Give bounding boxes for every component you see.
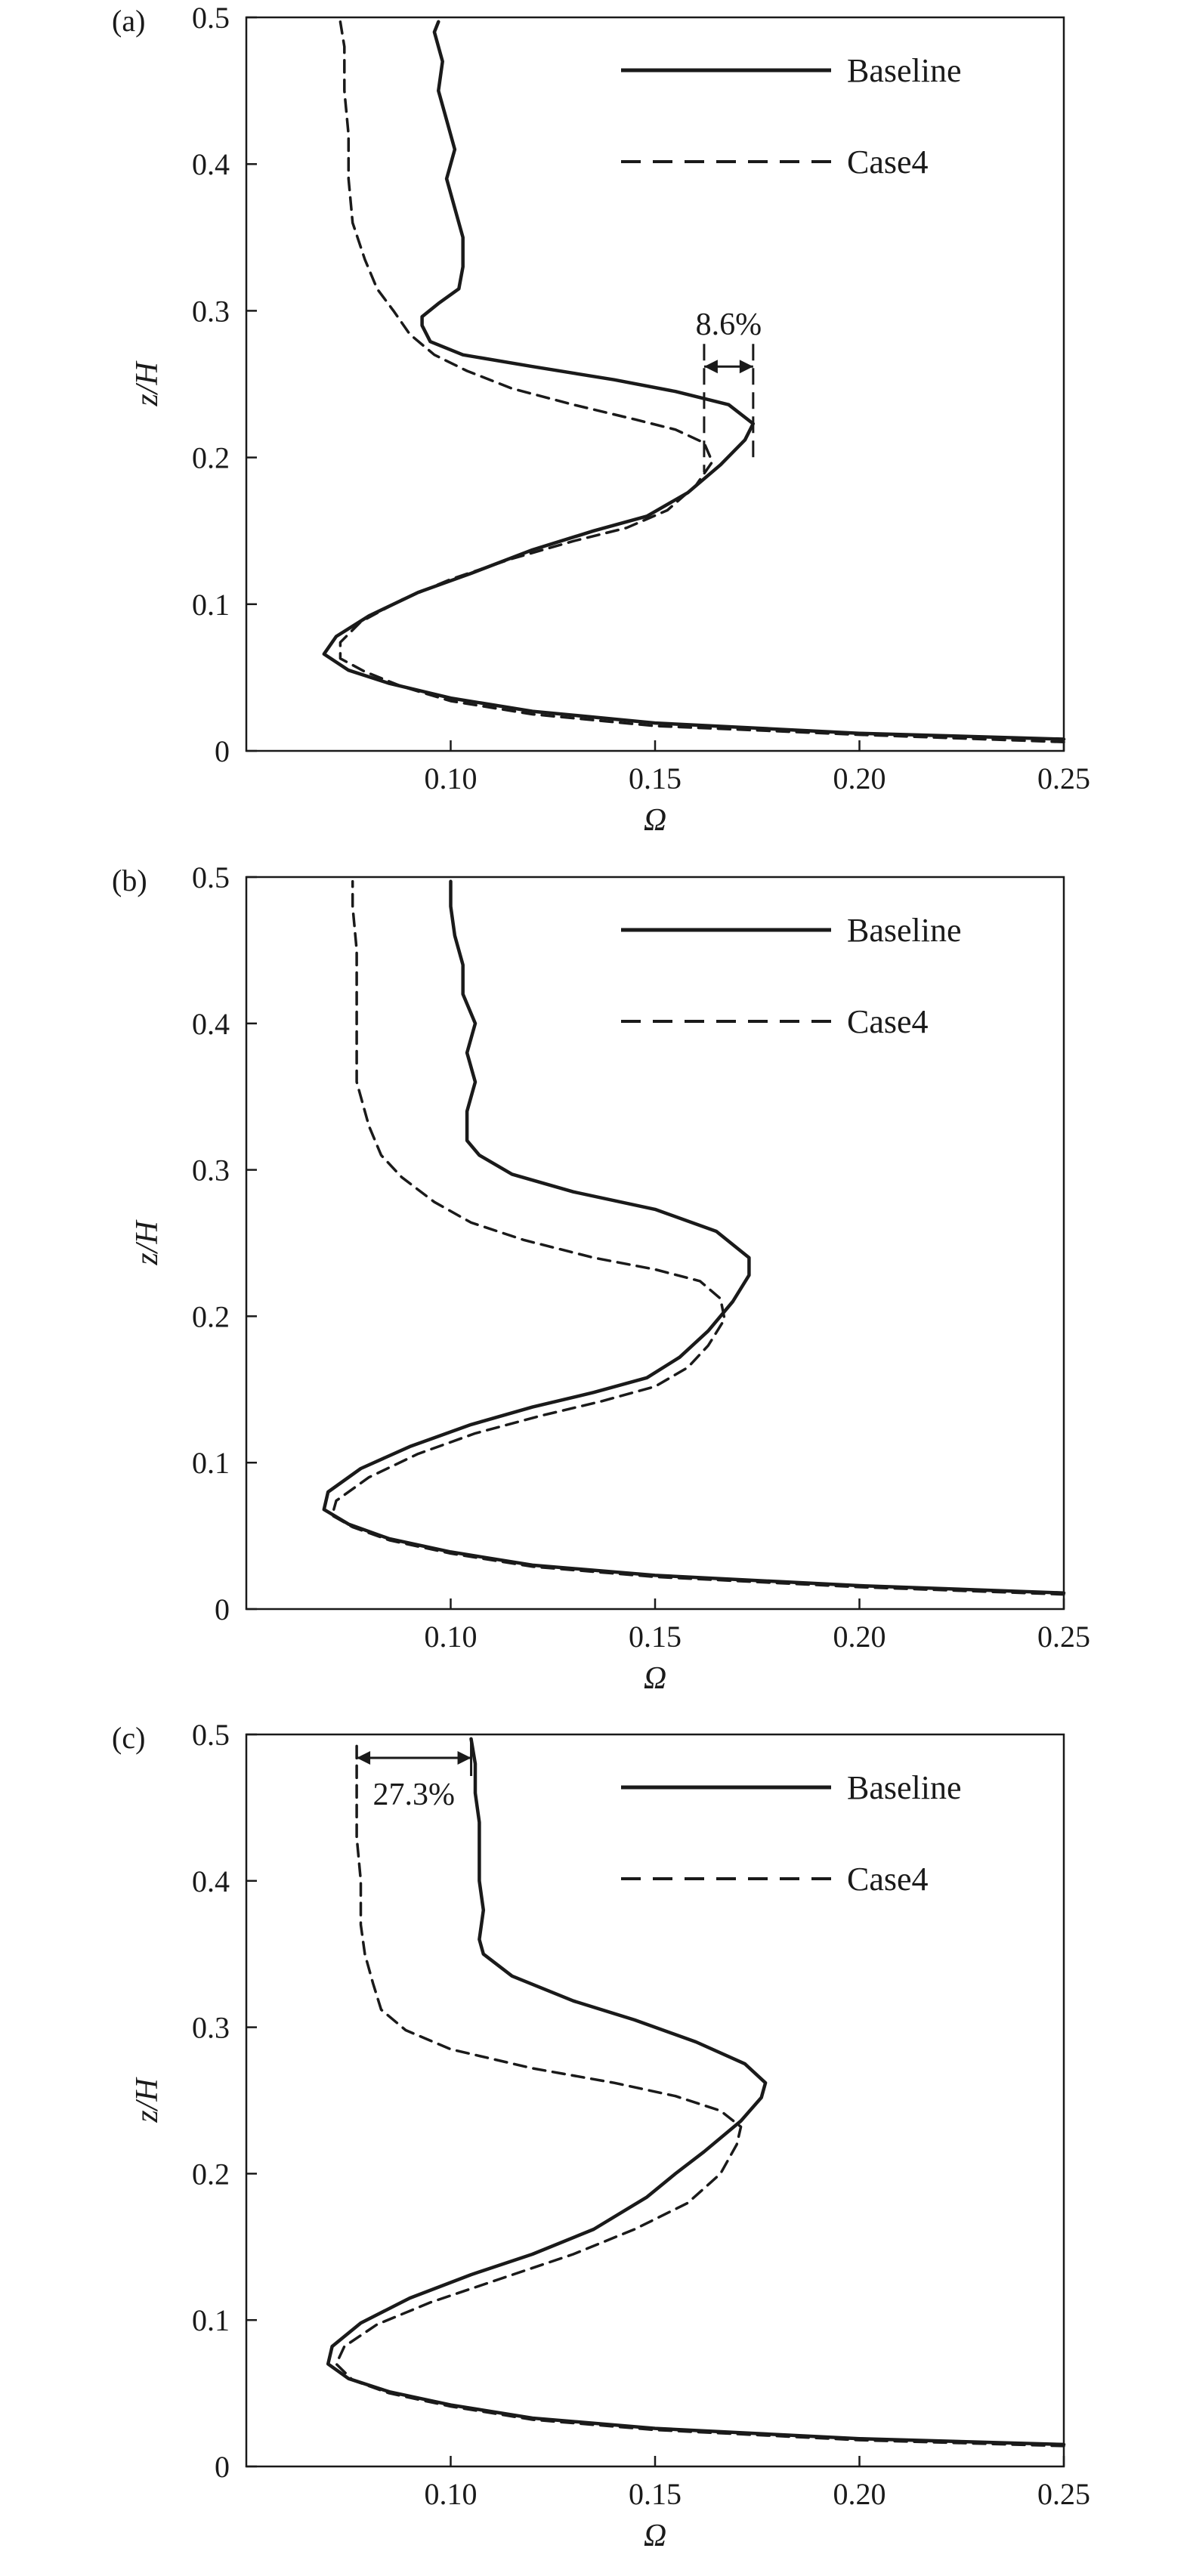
chart-panel: 0.10 0.15 0.20 0.25 0 0.1 0.2 0.3 0.4 0.5 Ωz/H (c) B…	[112, 1718, 1090, 2553]
y-tick-label: 0.3	[192, 2011, 230, 2045]
x-tick-label: 0.10	[425, 1620, 478, 1654]
series-line-case4	[330, 880, 1065, 1596]
annotation-arrowhead	[703, 360, 718, 374]
y-axis-title: z/H	[130, 1219, 165, 1266]
legend-label: Baseline	[847, 1769, 962, 1806]
x-tick-label: 0.25	[1037, 1620, 1090, 1654]
series-line-case4	[335, 1737, 1065, 2448]
y-tick-label: 0.2	[192, 1299, 230, 1333]
y-tick-label: 0.3	[192, 1154, 230, 1188]
x-tick-label: 0.25	[1037, 761, 1090, 795]
series-line-case4	[338, 20, 1065, 744]
chart-panel: 0.10 0.15 0.20 0.25 0 0.1 0.2 0.3 0.4 0.5 Ωz/H (a) B…	[112, 1, 1090, 838]
annotation-arrowhead	[457, 1751, 471, 1765]
x-tick-label: 0.10	[425, 761, 478, 795]
y-tick-label: 0.4	[192, 1864, 230, 1898]
plot-frame	[245, 876, 1065, 1611]
y-tick-label: 0.4	[192, 147, 230, 181]
x-tick-label: 0.25	[1037, 2477, 1090, 2511]
series-line-baseline	[322, 20, 1066, 741]
plot-frame	[245, 16, 1065, 752]
y-tick-label: 0.2	[192, 441, 230, 475]
x-tick-label: 0.20	[833, 1620, 886, 1654]
annotation-arrowhead	[357, 1751, 371, 1765]
legend-label: Baseline	[847, 912, 962, 949]
legend-label: Case4	[847, 144, 929, 181]
annotation: 8.6%	[696, 307, 762, 473]
y-tick-label: 0	[215, 2450, 230, 2484]
y-tick-label: 0.2	[192, 2157, 230, 2191]
y-tick-label: 0.3	[192, 294, 230, 328]
y-tick-label: 0.1	[192, 588, 230, 622]
panel-label: (b)	[112, 863, 147, 897]
y-tick-label: 0.5	[192, 860, 230, 894]
panel-label: (c)	[112, 1721, 145, 1755]
legend-label: Case4	[847, 1003, 929, 1040]
y-axis-title: z/H	[130, 2077, 165, 2124]
chart-panel: 0.10 0.15 0.20 0.25 0 0.1 0.2 0.3 0.4 0.5 Ωz/H (b) B…	[112, 860, 1090, 1696]
x-tick-label: 0.10	[425, 2477, 478, 2511]
x-tick-label: 0.20	[833, 761, 886, 795]
plot-frame	[245, 1733, 1065, 2468]
y-tick-label: 0.5	[192, 1, 230, 35]
x-axis-title: Ω	[644, 2519, 666, 2553]
annotation-text: 8.6%	[696, 307, 762, 342]
x-tick-label: 0.15	[629, 2477, 682, 2511]
annotation: 27.3%	[357, 1740, 473, 1812]
legend-label: Baseline	[847, 52, 962, 89]
x-axis-title: Ω	[644, 803, 666, 838]
x-axis-title: Ω	[644, 1661, 666, 1696]
annotation-text: 27.3%	[373, 1778, 456, 1812]
legend-label: Case4	[847, 1861, 929, 1898]
y-axis-title: z/H	[130, 360, 165, 407]
x-tick-label: 0.15	[629, 761, 682, 795]
x-tick-label: 0.20	[833, 2477, 886, 2511]
y-tick-label: 0.5	[192, 1718, 230, 1752]
y-tick-label: 0.4	[192, 1007, 230, 1041]
panel-label: (a)	[112, 4, 145, 38]
y-tick-label: 0	[215, 1592, 230, 1626]
annotation-arrowhead	[739, 360, 753, 374]
series-line-baseline	[322, 879, 1066, 1595]
y-tick-label: 0.1	[192, 2303, 230, 2337]
y-tick-label: 0	[215, 734, 230, 768]
y-tick-label: 0.1	[192, 1446, 230, 1480]
x-tick-label: 0.15	[629, 1620, 682, 1654]
series-line-baseline	[326, 1737, 1066, 2447]
